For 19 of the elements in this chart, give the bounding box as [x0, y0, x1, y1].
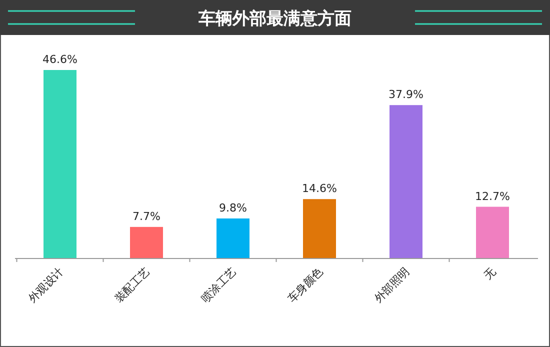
x-tick-label: 无	[482, 264, 499, 282]
bar	[216, 218, 250, 258]
data-label: 12.7%	[475, 190, 510, 203]
chart-title: 车辆外部最满意方面	[198, 9, 352, 29]
x-tick-label: 车身颜色	[285, 264, 326, 306]
x-tick-label: 外部照明	[372, 264, 412, 306]
data-label: 9.8%	[219, 201, 247, 214]
x-tick-label: 喷涂工艺	[198, 264, 240, 306]
data-label: 7.7%	[132, 210, 160, 223]
x-tick-label: 装配工艺	[112, 264, 153, 306]
bar	[390, 105, 422, 258]
bar	[303, 199, 336, 258]
x-tick-label: 外观设计	[26, 264, 66, 306]
bar	[476, 206, 509, 258]
data-label: 37.9%	[388, 88, 424, 102]
data-label: 46.6%	[42, 53, 78, 66]
bar	[44, 70, 76, 258]
data-label: 14.6%	[302, 182, 337, 196]
bar	[130, 226, 163, 258]
